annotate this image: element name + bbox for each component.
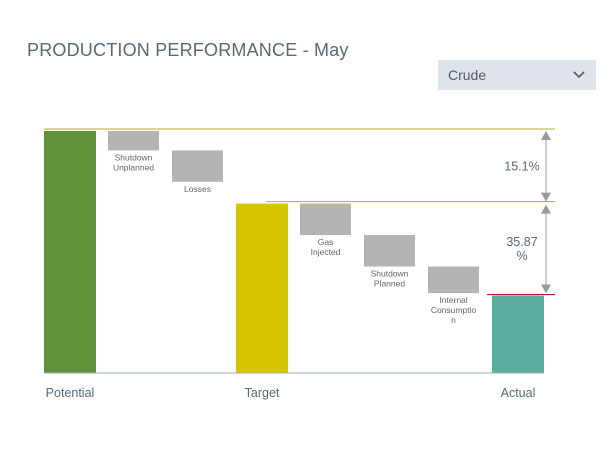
step-label-1: Shutdown Unplanned [113,152,154,172]
step-bar-1 [108,131,159,151]
step-bar-3 [300,203,351,236]
step-bar-4 [364,235,415,267]
gap-annotation-1: 15.1% [504,159,539,173]
gap-annotation-2: 35.87% [506,235,537,263]
chevron-down-icon [572,68,586,82]
arrow-head-up-1 [541,131,551,140]
arrow-head-down-1 [541,192,551,202]
step-label-4: Shutdown Planned [371,269,409,289]
axis-label-potential: Potential [46,386,95,400]
axis-label-target: Target [245,386,280,400]
step-bar-2 [172,150,223,182]
product-select-value: Crude [448,67,487,83]
step-label-5: Internal Consumptio n [431,295,477,325]
total-bar-target [236,203,288,373]
step-label-3: Gas Injected [311,237,341,257]
step-bar-5 [428,266,479,294]
product-select[interactable]: Crude [438,60,596,90]
chart-title: PRODUCTION PERFORMANCE - May [27,40,349,60]
arrow-head-down-2 [541,284,551,294]
arrow-head-up-2 [541,204,551,214]
total-bar-actual [492,295,544,373]
axis-label-actual: Actual [501,386,536,400]
step-label-2: Losses [184,184,211,194]
total-bar-potential [44,131,96,373]
